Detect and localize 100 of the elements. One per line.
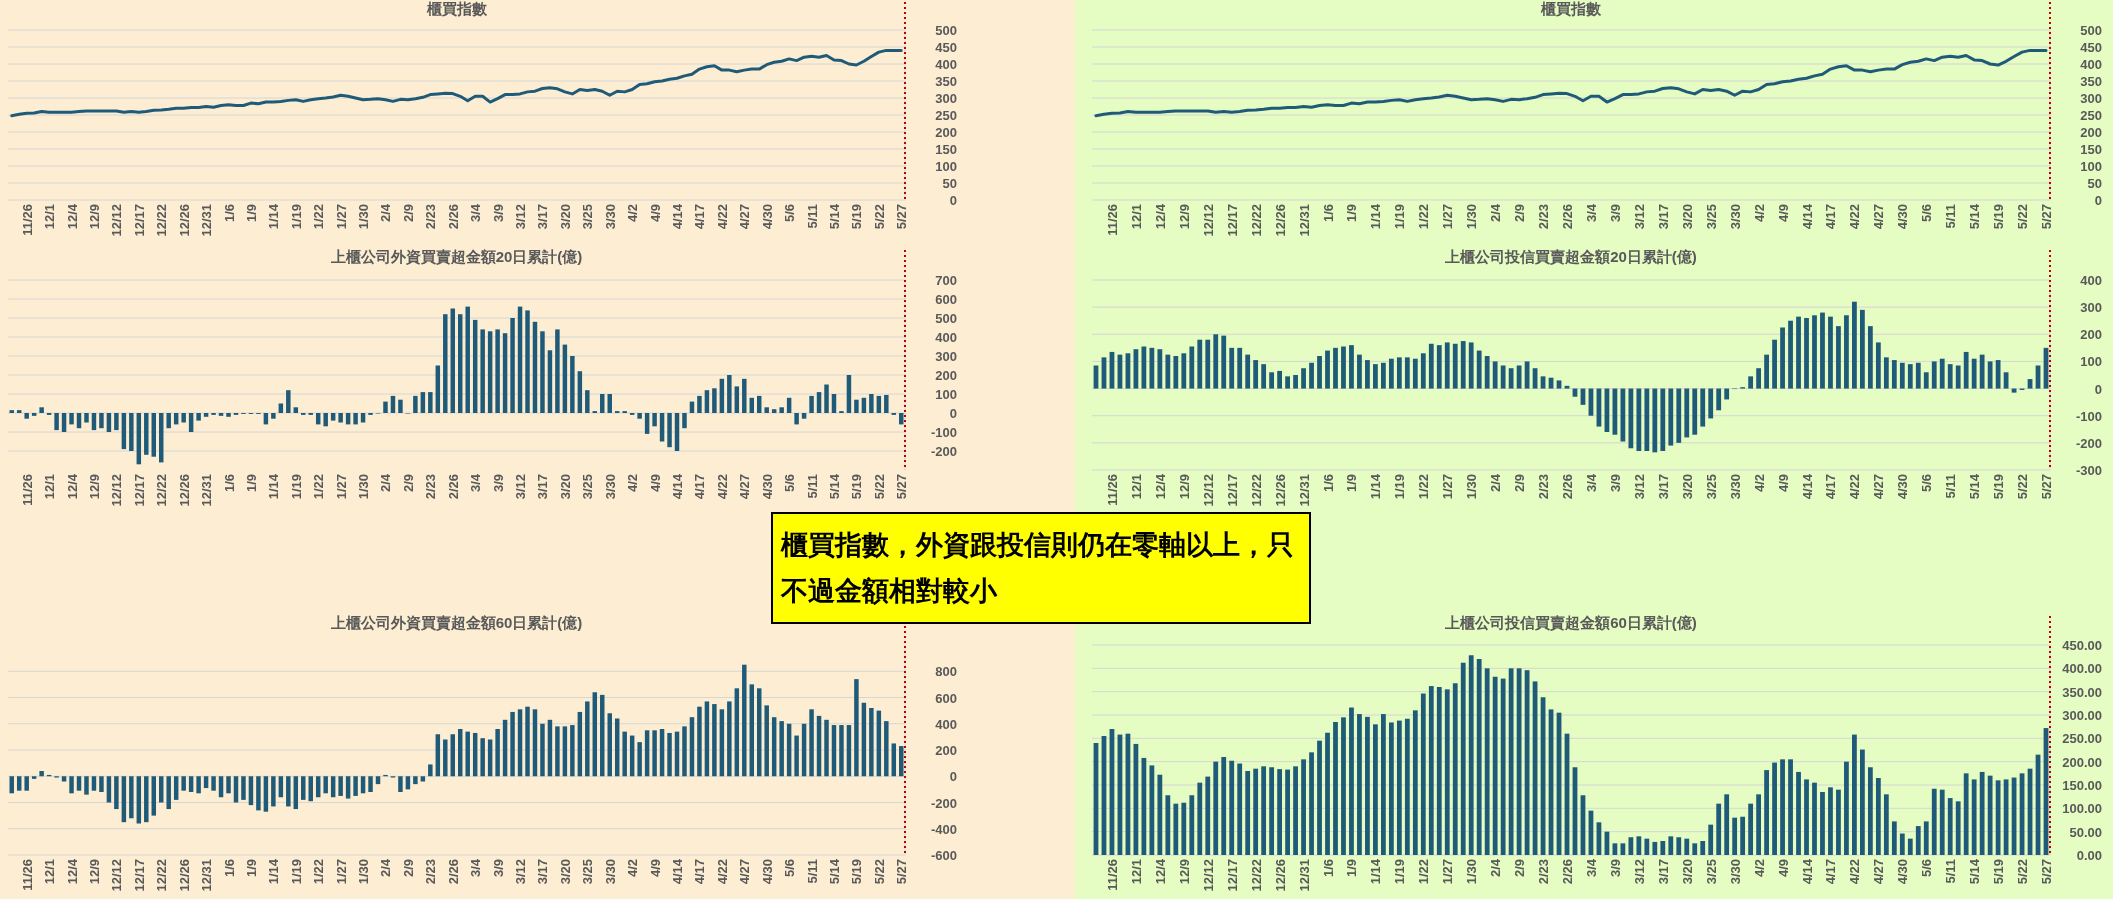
bar bbox=[809, 709, 814, 777]
x-tick-label: 2/23 bbox=[1536, 474, 1552, 500]
bar bbox=[61, 776, 67, 782]
x-tick-label: 4/22 bbox=[1847, 204, 1863, 230]
bar bbox=[1269, 372, 1275, 389]
bar bbox=[570, 725, 575, 777]
x-tick-label: 3/20 bbox=[1679, 859, 1695, 885]
bar bbox=[1309, 362, 1314, 389]
x-tick-label: 5/22 bbox=[871, 859, 887, 885]
y-tick-label: 300 bbox=[935, 91, 957, 106]
x-tick-label: 1/19 bbox=[1392, 859, 1408, 885]
y-tick-label: 0 bbox=[949, 769, 957, 785]
bar bbox=[159, 776, 164, 803]
x-tick-label: 3/9 bbox=[1607, 474, 1623, 493]
x-tick-label: 12/26 bbox=[1272, 859, 1288, 892]
bar bbox=[84, 413, 89, 423]
x-tick-label: 3/4 bbox=[1583, 203, 1599, 223]
y-tick-label: 0 bbox=[949, 406, 957, 421]
x-tick-label: 5/11 bbox=[1943, 474, 1959, 499]
x-tick-label: 4/9 bbox=[647, 859, 663, 878]
y-tick-label: -300 bbox=[2075, 463, 2102, 478]
bar bbox=[1420, 353, 1426, 389]
x-tick-label: 3/30 bbox=[602, 474, 618, 500]
x-tick-label: 12/1 bbox=[1128, 859, 1144, 885]
x-tick-label: 11/26 bbox=[1104, 859, 1120, 891]
bar bbox=[1652, 388, 1658, 453]
bar bbox=[1860, 749, 1865, 855]
bar bbox=[1468, 655, 1474, 855]
y-tick-label: 300 bbox=[2080, 300, 2102, 316]
bar bbox=[779, 721, 784, 777]
x-tick-label: 12/22 bbox=[154, 859, 170, 892]
bar bbox=[1788, 759, 1793, 855]
bar bbox=[824, 719, 829, 777]
y-tick-label: 400 bbox=[2080, 273, 2102, 288]
bar bbox=[1508, 668, 1514, 855]
bar bbox=[69, 776, 74, 794]
x-tick-label: 12/17 bbox=[131, 204, 147, 237]
x-tick-label: 1/30 bbox=[1464, 859, 1480, 885]
bar bbox=[1365, 716, 1370, 855]
bar bbox=[585, 390, 590, 413]
bar bbox=[487, 331, 493, 413]
bar bbox=[1836, 326, 1841, 389]
bar bbox=[607, 713, 612, 777]
y-tick-label: 350 bbox=[935, 74, 957, 89]
bar bbox=[1748, 376, 1754, 389]
bar bbox=[196, 776, 201, 794]
bar bbox=[1923, 372, 1929, 389]
x-tick-label: 4/9 bbox=[1775, 859, 1791, 878]
bar bbox=[1460, 341, 1466, 389]
x-tick-label: 4/27 bbox=[737, 859, 753, 885]
x-tick-label: 12/22 bbox=[154, 474, 170, 507]
bar bbox=[1293, 766, 1298, 855]
bar bbox=[1907, 364, 1913, 389]
bar bbox=[54, 413, 59, 431]
bar bbox=[226, 776, 231, 794]
bar bbox=[1844, 315, 1849, 389]
x-tick-label: 12/31 bbox=[1296, 204, 1312, 237]
bar bbox=[1852, 301, 1857, 389]
x-tick-label: 4/9 bbox=[647, 204, 663, 223]
bar bbox=[144, 776, 149, 823]
x-tick-label: 5/22 bbox=[871, 204, 887, 230]
y-tick-label: 50 bbox=[942, 176, 957, 191]
bar bbox=[1875, 778, 1881, 855]
bar bbox=[1388, 358, 1394, 389]
bar bbox=[166, 413, 171, 429]
bar bbox=[1995, 360, 2001, 389]
y-tick-label: -600 bbox=[930, 848, 957, 863]
x-tick-label: 5/27 bbox=[894, 859, 910, 885]
bar bbox=[1891, 821, 1897, 855]
bar bbox=[173, 776, 179, 800]
x-tick-label: 5/6 bbox=[782, 859, 798, 878]
bar bbox=[869, 708, 874, 777]
y-tick-label: 0 bbox=[2094, 193, 2102, 208]
x-tick-label: 12/26 bbox=[176, 204, 192, 237]
bar bbox=[1476, 659, 1482, 855]
bar bbox=[1883, 357, 1889, 389]
bar bbox=[1867, 767, 1873, 855]
bar bbox=[1205, 776, 1211, 855]
x-tick-label: 1/6 bbox=[1320, 474, 1336, 493]
x-tick-label: 3/20 bbox=[557, 474, 573, 500]
bar bbox=[1891, 360, 1897, 389]
x-tick-label: 4/30 bbox=[759, 859, 775, 885]
bar bbox=[1907, 838, 1913, 855]
y-tick-label: 400 bbox=[935, 57, 957, 72]
bar bbox=[1237, 763, 1243, 855]
y-tick-label: 100 bbox=[935, 159, 957, 174]
bar bbox=[1915, 826, 1921, 855]
x-tick-label: 4/9 bbox=[1775, 204, 1791, 223]
bar bbox=[1844, 761, 1849, 855]
bar bbox=[16, 776, 22, 791]
bar bbox=[16, 410, 22, 413]
bar bbox=[622, 731, 627, 777]
bar bbox=[375, 776, 381, 785]
y-tick-label: 200 bbox=[935, 743, 957, 758]
x-tick-label: 1/19 bbox=[288, 204, 304, 230]
x-tick-label: 12/1 bbox=[1128, 204, 1144, 230]
x-tick-label: 12/1 bbox=[42, 474, 58, 500]
bar bbox=[151, 776, 157, 816]
bar bbox=[1620, 388, 1626, 442]
x-tick-label: 3/30 bbox=[1727, 474, 1743, 500]
